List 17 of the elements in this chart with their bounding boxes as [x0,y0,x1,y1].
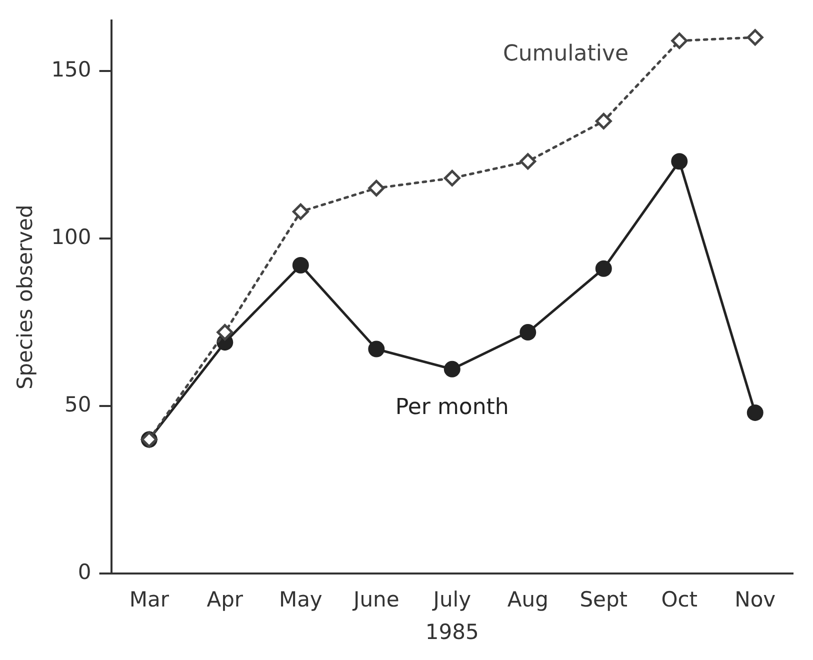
x-tick-label: May [278,588,322,612]
x-tick-label: Aug [507,588,548,612]
x-axis-title: 1985 [425,620,479,644]
x-tick-label: Nov [734,588,776,612]
y-tick-label: 150 [51,57,92,82]
y-tick-label: 50 [64,392,92,416]
x-tick-label: Mar [129,588,170,612]
series-label: Per month [395,395,509,420]
y-tick-label: 100 [51,224,92,249]
x-tick-label: Apr [206,588,244,612]
y-axis-title: Species observed [13,204,38,390]
series-label: Cumulative [502,42,629,67]
y-tick-label: 0 [78,560,92,584]
x-tick-label: June [352,588,400,612]
x-tick-label: Oct [661,588,698,612]
x-tick-label: Sept [580,588,628,612]
x-tick-label: July [431,588,472,612]
